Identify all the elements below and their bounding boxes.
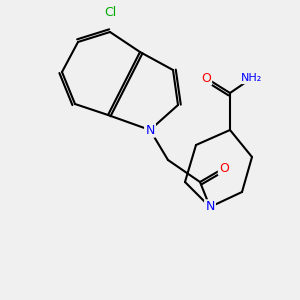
Text: O: O: [201, 71, 211, 85]
Text: N: N: [145, 124, 155, 136]
Text: O: O: [219, 161, 229, 175]
Text: NH₂: NH₂: [242, 73, 262, 83]
Text: N: N: [205, 200, 215, 214]
Text: Cl: Cl: [104, 7, 116, 20]
